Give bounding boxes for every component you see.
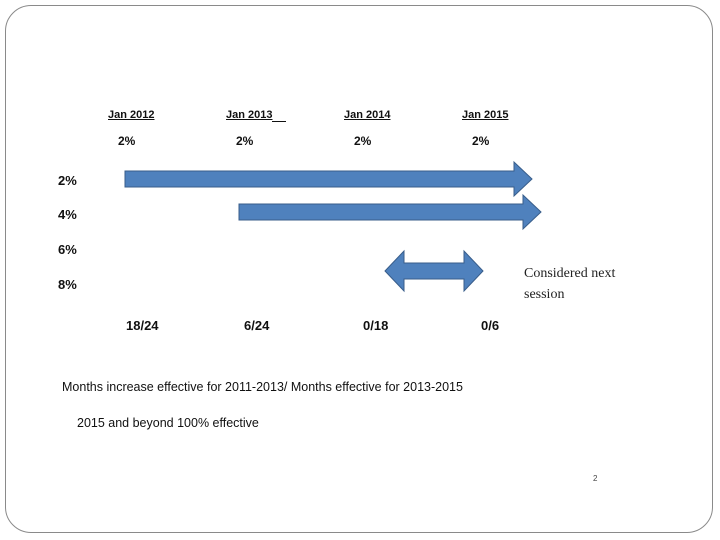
months-2015: 0/6	[481, 318, 500, 333]
year-rate-2013: 2%	[236, 134, 254, 148]
year-label-2012: Jan 2012	[108, 109, 155, 121]
year-rate-2015: 2%	[472, 134, 490, 148]
arrow-4pct-2013-2015	[238, 193, 542, 231]
year-label-2015: Jan 2015	[462, 109, 509, 121]
months-2013: 6/24	[244, 318, 270, 333]
double-arrow-8pct-2014-2015	[384, 249, 484, 293]
considered-next-session-note: Considered next session	[524, 266, 616, 302]
year-label-2014: Jan 2014	[344, 109, 391, 121]
footer-100pct-effective: 2015 and beyond 100% effective	[77, 416, 259, 430]
row-label-6pct: 6%	[58, 242, 77, 257]
page-number: 2	[593, 474, 598, 483]
row-label-8pct: 8%	[58, 277, 77, 292]
months-2014: 0/18	[363, 318, 389, 333]
year-label-2013: Jan 2013	[226, 109, 273, 121]
row-label-2pct: 2%	[58, 173, 77, 188]
row-label-4pct: 4%	[58, 207, 77, 222]
footer-months-effective: Months increase effective for 2011-2013/…	[62, 380, 463, 394]
slide-frame	[5, 5, 713, 533]
months-2012: 18/24	[126, 318, 159, 333]
year-2013-underline-trail	[272, 121, 286, 122]
year-rate-2012: 2%	[118, 134, 136, 148]
year-rate-2014: 2%	[354, 134, 372, 148]
arrow-2pct-2012-2015	[124, 160, 533, 198]
